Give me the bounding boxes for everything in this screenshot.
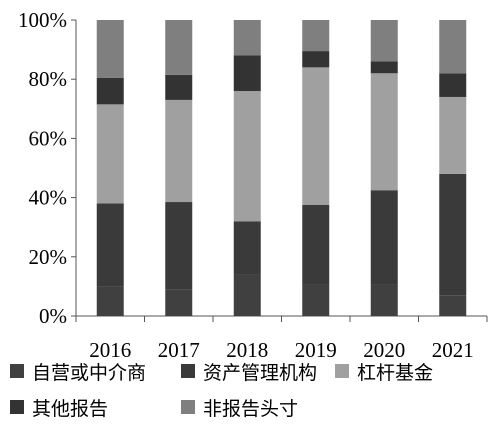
legend-swatch [335,364,349,378]
bar-segment [165,20,193,75]
x-tick-label: 2019 [295,338,337,362]
bar-segment [96,20,124,78]
bar-segment [233,20,261,56]
bar-segment [370,190,398,285]
bar-segment [165,289,193,316]
bar-segment [302,284,330,316]
x-tick-label: 2017 [158,338,200,362]
y-tick-label: 80% [29,67,68,91]
y-tick-labels: 0% 20% 40% 60% 80% 100% [18,8,67,328]
legend-label: 自营或中介商 [32,362,146,384]
bar-segment [370,73,398,191]
legend-label: 其他报告 [32,398,108,420]
bar-segment [165,74,193,100]
bar-segment [165,202,193,290]
y-tick-label: 0% [39,304,67,328]
bar-segment [165,99,193,203]
bar-segment [233,274,261,316]
legend-swatch [181,364,195,378]
x-tick-label: 2020 [363,338,405,362]
bar-segment [302,20,330,52]
bar-segment [233,55,261,92]
bar-segment [302,205,330,285]
legend-swatch [10,400,24,414]
legend-swatch [10,364,24,378]
bars [96,20,467,316]
bar-segment [439,96,467,174]
bar-segment [233,91,261,222]
bar-segment [439,295,467,316]
bar-segment [439,73,467,97]
y-tick-label: 60% [29,126,68,150]
bar-segment [370,20,398,62]
legend-label: 杠杆基金 [357,362,433,384]
bar-segment [96,104,124,204]
legend-label: 非报告头寸 [203,398,298,420]
bar-segment [96,286,124,316]
bar-segment [96,77,124,105]
x-tick-label: 2018 [226,338,268,362]
y-tick-label: 20% [29,245,68,269]
bar-segment [439,20,467,74]
x-tick-labels: 2016 2017 2018 2019 2020 2021 [89,338,474,362]
bar-segment [439,173,467,296]
bar-segment [233,221,261,275]
bar-segment [370,61,398,74]
bar-segment [302,67,330,205]
axes [71,19,488,322]
bar-segment [302,51,330,68]
x-tick-label: 2021 [432,338,474,362]
x-tick-label: 2016 [89,338,131,362]
y-tick-label: 40% [29,186,68,210]
bar-segment [96,203,124,287]
y-tick-label: 100% [18,8,67,32]
legend-swatch [181,400,195,414]
legend-label: 资产管理机构 [203,362,317,384]
bar-segment [370,284,398,316]
